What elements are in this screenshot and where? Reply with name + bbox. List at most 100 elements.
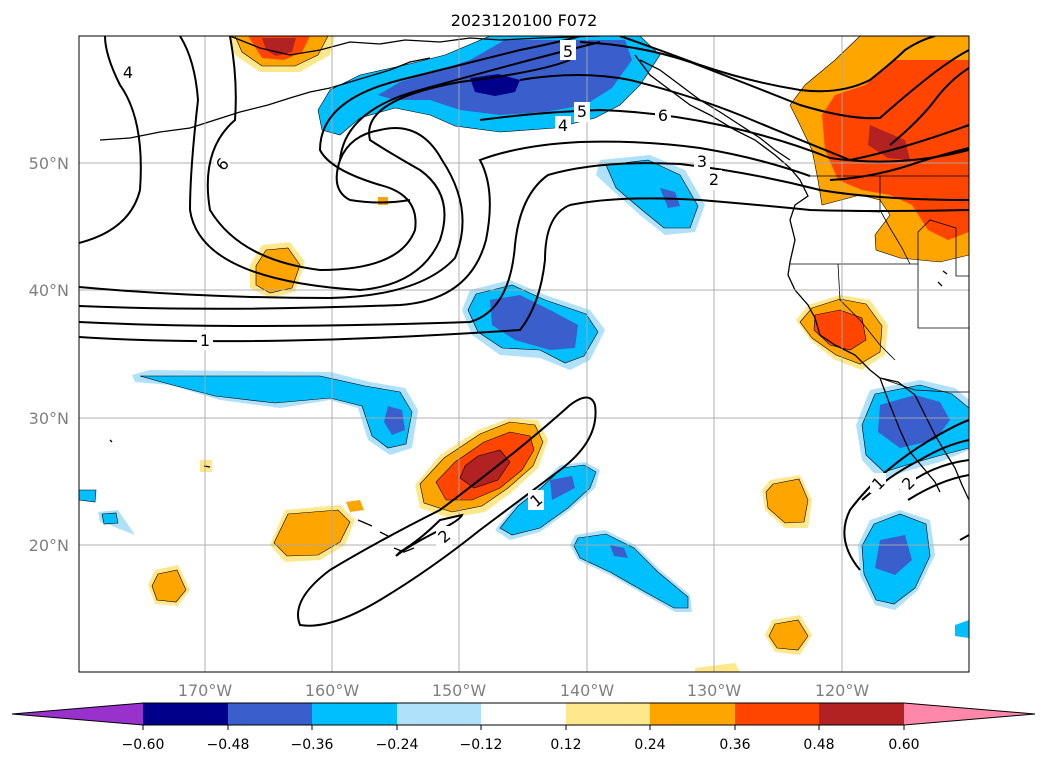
contour-label: 5 (563, 42, 573, 61)
lon-label: 130°W (687, 681, 742, 700)
positive-anomaly-region (262, 38, 296, 56)
lon-label: 160°W (305, 681, 360, 700)
alaska-peninsula (329, 57, 431, 89)
colorbar-ticks (142, 725, 905, 730)
colorbar-segment (481, 703, 566, 725)
contour-line (79, 197, 969, 343)
positive-anomaly-region (765, 478, 809, 524)
map-frame (78, 35, 970, 673)
positive-anomaly-region (459, 449, 511, 489)
contour-label: 4 (558, 116, 568, 135)
bc-inside-passage (639, 59, 791, 161)
lon-label: 170°W (178, 681, 233, 700)
positive-anomaly-region (868, 125, 910, 160)
colorbar-segment (312, 703, 397, 725)
lat-label: 30°N (29, 409, 69, 428)
hawaii-islands (357, 519, 415, 553)
contour-line (519, 74, 969, 162)
lat-label: 40°N (29, 281, 69, 300)
contour-line (619, 36, 936, 93)
contour-line (79, 140, 811, 310)
colorbar-tick-label: −0.36 (291, 737, 334, 753)
colorbar-tick-label: 0.12 (550, 737, 581, 753)
mexico-border (879, 377, 969, 393)
contour-label: 6 (658, 106, 668, 125)
negative-anomaly-region (550, 476, 575, 500)
colorbar-tick-label: −0.60 (122, 737, 165, 753)
colorbar-tick-label: −0.12 (460, 737, 503, 753)
negative-anomaly-region (490, 295, 578, 350)
positive-anomaly-region (151, 569, 187, 603)
map-title: 2023120100 F072 (451, 11, 598, 30)
colorbar-tick-label: −0.48 (207, 737, 250, 753)
negative-anomaly-region (610, 545, 628, 558)
island-dot (109, 270, 948, 468)
colorbar-segment (566, 703, 650, 725)
contour-line (79, 41, 601, 300)
colorbar-segment (819, 703, 904, 725)
lon-label: 140°W (560, 681, 615, 700)
colorbar-segment (397, 703, 481, 725)
aleutian-islands (99, 87, 331, 141)
colorbar-segment (228, 703, 312, 725)
state-border (917, 219, 969, 277)
contour-line (79, 36, 142, 244)
contour-line (79, 162, 969, 327)
shaded-anomalies (79, 36, 969, 672)
contour-line (889, 67, 969, 146)
state-border (879, 176, 911, 265)
map-area: 4 6 5 5 4 6 3 2 1 1 2 (78, 35, 970, 673)
latitude-labels: 50°N 40°N 30°N 20°N (29, 154, 69, 555)
contour-label: 3 (697, 152, 707, 171)
colorbar-tick-label: 0.60 (888, 737, 919, 753)
positive-anomaly-region (768, 619, 809, 651)
positive-anomaly-region (346, 500, 364, 512)
colorbar-segment (904, 703, 1035, 725)
contour-line (829, 147, 969, 181)
negative-anomaly-region (384, 406, 405, 435)
longitude-labels: 170°W 160°W 150°W 140°W 130°W 120°W (178, 681, 870, 700)
positive-anomaly-region (378, 197, 388, 205)
contour-line (206, 36, 581, 272)
contour-line (579, 41, 969, 120)
state-border (837, 263, 896, 361)
contour-line (479, 108, 969, 163)
negative-anomaly-region (139, 375, 413, 449)
contour-line (959, 534, 969, 541)
lat-label: 50°N (29, 154, 69, 173)
colorbar-segment (735, 703, 819, 725)
lon-label: 120°W (815, 681, 870, 700)
contour-line (907, 474, 969, 501)
positive-anomaly-region (695, 663, 740, 672)
contour-label: 2 (709, 170, 719, 189)
alaska-coast (229, 36, 601, 56)
negative-anomaly-region (79, 489, 97, 503)
lat-label: 20°N (29, 536, 69, 555)
negative-anomaly-region (878, 395, 950, 448)
colorbar-tick-labels: −0.60 −0.48 −0.36 −0.24 −0.12 0.12 0.24 … (122, 737, 920, 753)
lon-label: 150°W (432, 681, 487, 700)
negative-anomaly-region (955, 620, 969, 638)
contour-label: 5 (577, 102, 587, 121)
negative-anomaly-region (101, 512, 119, 525)
contour-label: 4 (123, 63, 133, 82)
contour-line (297, 396, 597, 627)
negative-anomaly-region (573, 533, 689, 609)
coastlines (99, 36, 969, 553)
colorbar-tick-label: 0.48 (803, 737, 834, 753)
colorbar-segment (650, 703, 735, 725)
colorbar: −0.60 −0.48 −0.36 −0.24 −0.12 0.12 0.24 … (11, 702, 1036, 753)
colorbar-tick-label: 0.24 (634, 737, 665, 753)
colorbar-segment (143, 703, 228, 725)
state-border (790, 263, 969, 329)
negative-anomaly-region (605, 159, 699, 229)
north-america-west-coast (634, 54, 969, 501)
colorbar-segment (12, 703, 143, 725)
contour-line (395, 513, 464, 557)
contour-label: 1 (200, 331, 210, 350)
contour-line (179, 36, 571, 292)
colorbar-tick-label: −0.24 (376, 737, 419, 753)
us-borders (790, 175, 969, 393)
